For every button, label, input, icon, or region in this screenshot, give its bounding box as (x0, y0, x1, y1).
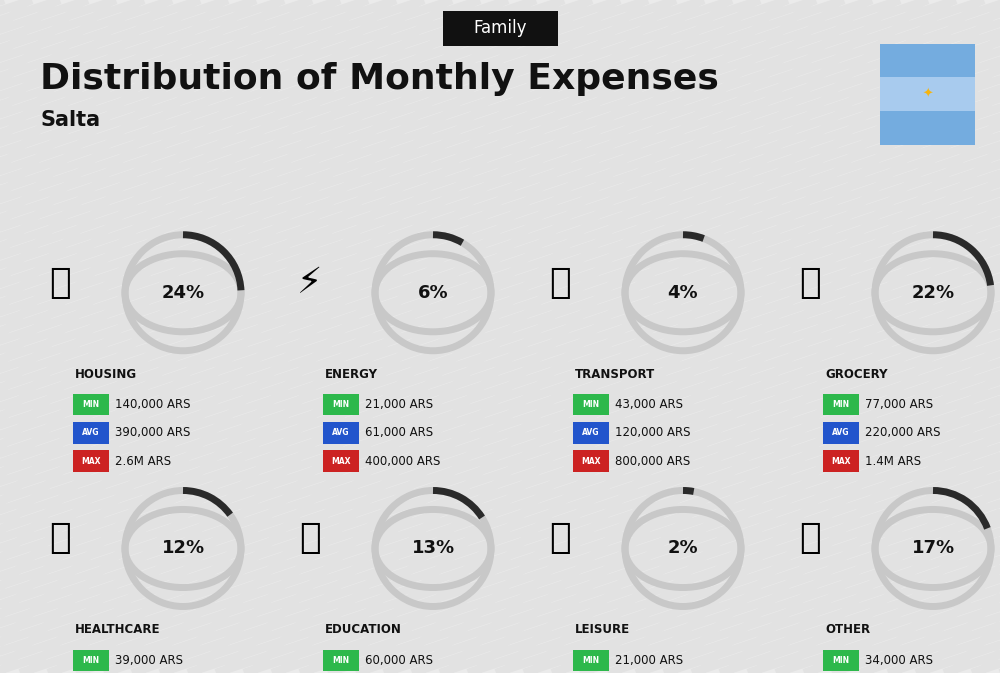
Text: 34,000 ARS: 34,000 ARS (865, 654, 933, 667)
Text: 13%: 13% (411, 540, 455, 557)
Text: MIN: MIN (82, 656, 100, 665)
Text: 77,000 ARS: 77,000 ARS (865, 398, 933, 411)
Text: 1.4M ARS: 1.4M ARS (865, 455, 921, 468)
Text: 17%: 17% (911, 540, 955, 557)
FancyBboxPatch shape (73, 422, 109, 444)
Text: 🎓: 🎓 (299, 522, 321, 555)
Text: 22%: 22% (911, 284, 955, 302)
FancyBboxPatch shape (573, 649, 609, 671)
Text: 6%: 6% (418, 284, 448, 302)
FancyBboxPatch shape (823, 422, 859, 444)
Text: 2%: 2% (668, 540, 698, 557)
FancyBboxPatch shape (73, 649, 109, 671)
FancyBboxPatch shape (880, 77, 975, 111)
Text: 220,000 ARS: 220,000 ARS (865, 427, 940, 439)
Text: MIN: MIN (332, 656, 350, 665)
Text: HOUSING: HOUSING (75, 367, 137, 380)
Text: 👝: 👝 (799, 522, 821, 555)
Text: MIN: MIN (582, 656, 600, 665)
Text: MAX: MAX (81, 456, 101, 466)
Text: MIN: MIN (832, 656, 850, 665)
Text: 800,000 ARS: 800,000 ARS (615, 455, 690, 468)
FancyBboxPatch shape (442, 11, 558, 46)
Text: MAX: MAX (831, 456, 851, 466)
Text: Salta: Salta (40, 110, 100, 130)
Text: MIN: MIN (582, 400, 600, 409)
Text: OTHER: OTHER (825, 623, 870, 636)
Text: TRANSPORT: TRANSPORT (575, 367, 655, 380)
FancyBboxPatch shape (73, 450, 109, 472)
Text: 🏥: 🏥 (49, 522, 71, 555)
Text: 24%: 24% (161, 284, 205, 302)
FancyBboxPatch shape (323, 394, 359, 415)
Text: HEALTHCARE: HEALTHCARE (75, 623, 160, 636)
Text: 🚌: 🚌 (549, 266, 571, 299)
Text: 400,000 ARS: 400,000 ARS (365, 455, 440, 468)
Text: LEISURE: LEISURE (575, 623, 630, 636)
Text: ✦: ✦ (922, 87, 933, 101)
Text: 39,000 ARS: 39,000 ARS (115, 654, 183, 667)
Text: ⚡: ⚡ (297, 266, 323, 299)
Text: Distribution of Monthly Expenses: Distribution of Monthly Expenses (40, 63, 719, 96)
FancyBboxPatch shape (323, 422, 359, 444)
Text: 43,000 ARS: 43,000 ARS (615, 398, 683, 411)
Text: AVG: AVG (332, 428, 350, 437)
FancyBboxPatch shape (73, 394, 109, 415)
Text: MAX: MAX (581, 456, 601, 466)
Text: 21,000 ARS: 21,000 ARS (615, 654, 683, 667)
FancyBboxPatch shape (823, 649, 859, 671)
FancyBboxPatch shape (573, 450, 609, 472)
Text: 120,000 ARS: 120,000 ARS (615, 427, 690, 439)
Text: 61,000 ARS: 61,000 ARS (365, 427, 433, 439)
Text: Family: Family (473, 20, 527, 37)
Text: MIN: MIN (332, 400, 350, 409)
Text: 140,000 ARS: 140,000 ARS (115, 398, 190, 411)
FancyBboxPatch shape (823, 450, 859, 472)
Text: AVG: AVG (582, 428, 600, 437)
Text: MAX: MAX (331, 456, 351, 466)
Text: 2.6M ARS: 2.6M ARS (115, 455, 171, 468)
Text: 390,000 ARS: 390,000 ARS (115, 427, 190, 439)
Text: AVG: AVG (832, 428, 850, 437)
FancyBboxPatch shape (323, 450, 359, 472)
Text: MIN: MIN (82, 400, 100, 409)
Text: 21,000 ARS: 21,000 ARS (365, 398, 433, 411)
FancyBboxPatch shape (573, 394, 609, 415)
FancyBboxPatch shape (323, 649, 359, 671)
Text: 4%: 4% (668, 284, 698, 302)
Text: 🛍: 🛍 (549, 522, 571, 555)
Text: EDUCATION: EDUCATION (325, 623, 402, 636)
FancyBboxPatch shape (823, 394, 859, 415)
Text: 🏢: 🏢 (49, 266, 71, 299)
Text: ENERGY: ENERGY (325, 367, 378, 380)
Text: 🛒: 🛒 (799, 266, 821, 299)
FancyBboxPatch shape (880, 44, 975, 77)
Text: 12%: 12% (161, 540, 205, 557)
FancyBboxPatch shape (880, 111, 975, 145)
Text: GROCERY: GROCERY (825, 367, 888, 380)
Text: AVG: AVG (82, 428, 100, 437)
Text: MIN: MIN (832, 400, 850, 409)
Text: 60,000 ARS: 60,000 ARS (365, 654, 433, 667)
FancyBboxPatch shape (573, 422, 609, 444)
